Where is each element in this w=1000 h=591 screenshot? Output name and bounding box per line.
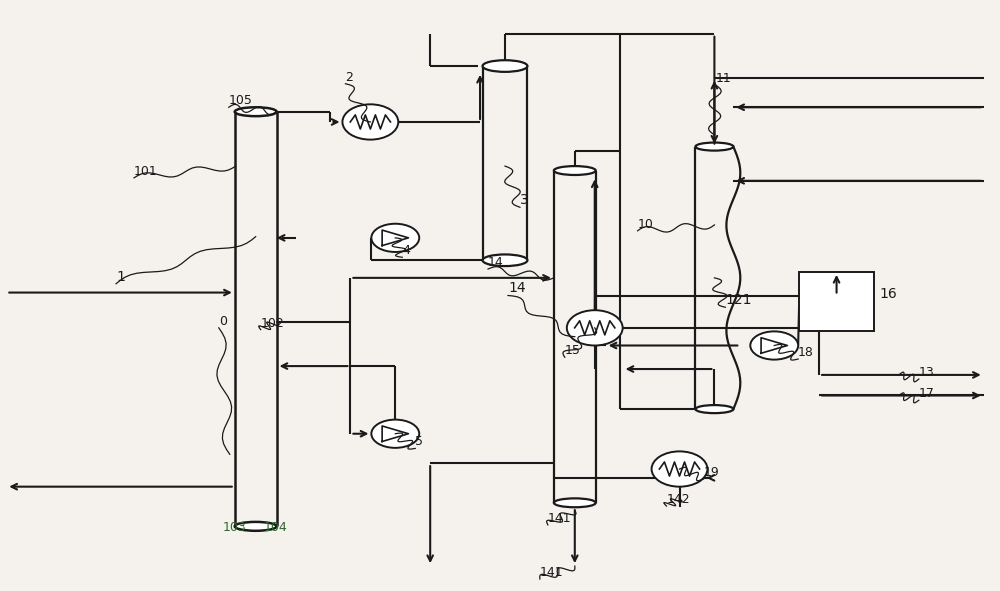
Text: 0: 0 <box>219 315 227 328</box>
Ellipse shape <box>342 105 398 139</box>
Text: 105: 105 <box>229 95 253 108</box>
Text: 14: 14 <box>508 281 526 296</box>
Ellipse shape <box>554 498 596 507</box>
Text: 141: 141 <box>548 512 571 525</box>
Text: 10: 10 <box>638 218 653 231</box>
Circle shape <box>750 332 798 359</box>
Ellipse shape <box>235 522 277 531</box>
Ellipse shape <box>652 452 707 486</box>
Text: 13: 13 <box>919 366 935 379</box>
Ellipse shape <box>695 142 733 151</box>
Circle shape <box>371 420 419 448</box>
FancyBboxPatch shape <box>799 272 874 331</box>
Ellipse shape <box>567 310 623 346</box>
Text: 121: 121 <box>725 293 752 307</box>
Text: 5: 5 <box>415 436 423 449</box>
Text: 101: 101 <box>134 165 158 178</box>
Text: 4: 4 <box>402 244 410 257</box>
Ellipse shape <box>695 405 733 413</box>
Text: 104: 104 <box>264 521 287 534</box>
Text: 14: 14 <box>488 256 504 269</box>
Ellipse shape <box>554 166 596 175</box>
Text: 3: 3 <box>520 193 529 207</box>
Text: 16: 16 <box>879 287 897 301</box>
Text: 18: 18 <box>798 346 814 359</box>
Text: 11: 11 <box>715 72 731 85</box>
Circle shape <box>371 224 419 252</box>
Text: 19: 19 <box>703 466 719 479</box>
Text: 141: 141 <box>540 566 564 579</box>
Ellipse shape <box>483 255 527 266</box>
Text: 15: 15 <box>565 345 581 358</box>
Text: 102: 102 <box>261 317 284 330</box>
Text: 103: 103 <box>223 521 247 534</box>
Text: 17: 17 <box>919 387 935 400</box>
Ellipse shape <box>483 60 527 72</box>
Text: 2: 2 <box>345 71 353 84</box>
Ellipse shape <box>235 108 277 116</box>
Text: 142: 142 <box>667 493 690 506</box>
Text: 1: 1 <box>116 269 125 284</box>
